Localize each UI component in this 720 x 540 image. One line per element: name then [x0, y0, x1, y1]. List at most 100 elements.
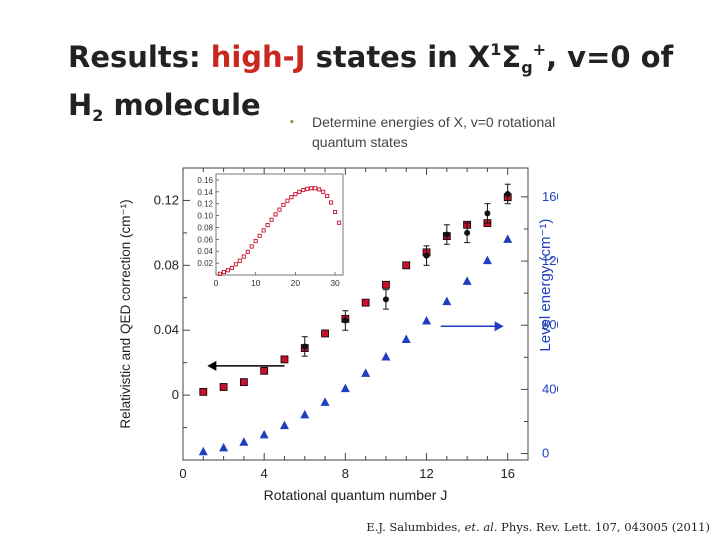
inset-point — [229, 265, 234, 270]
triangle-point — [198, 446, 208, 456]
inset-point — [329, 200, 334, 205]
y-left-tick-label: 0.04 — [154, 322, 179, 337]
circle-point — [382, 296, 389, 303]
y-right-tick-label: 12000 — [542, 253, 558, 268]
inset-y-tick-label: 0.06 — [197, 235, 213, 244]
inset-x-tick-label: 30 — [330, 278, 340, 288]
title-prefix: Results: — [68, 40, 201, 74]
inset-point — [293, 192, 298, 197]
square-point — [239, 378, 248, 387]
citation-authors: E.J. Salumbides, — [366, 520, 461, 534]
title-line2-prefix: H — [68, 88, 93, 122]
circle-point — [423, 252, 430, 259]
triangle-point — [279, 420, 289, 430]
inset-point — [336, 220, 342, 225]
inset-point — [285, 198, 290, 203]
square-point — [280, 355, 289, 364]
x-tick-label: 12 — [419, 466, 433, 481]
triangle-point — [422, 315, 432, 325]
inset-point — [265, 223, 270, 228]
triangle-point — [340, 383, 350, 393]
inset-point — [257, 233, 262, 238]
square-point — [219, 383, 228, 391]
inset-point — [305, 186, 310, 191]
series-experiment-correction — [301, 183, 511, 357]
inset-point — [309, 186, 314, 191]
triangle-point — [381, 352, 391, 361]
title-line2-suffix: molecule — [103, 88, 261, 122]
y-left-tick-label: 0.08 — [154, 257, 179, 272]
triangle-point — [442, 296, 452, 306]
triangle-point — [503, 234, 513, 243]
inset-y-tick-label: 0.08 — [197, 223, 213, 232]
x-tick-label: 16 — [500, 466, 514, 481]
inset-y-tick-label: 0.04 — [197, 247, 213, 256]
y-axis-left-label: Relativistic and QED correction (cm⁻¹) — [118, 199, 133, 428]
inset-point — [313, 186, 318, 191]
square-point — [361, 298, 370, 307]
square-point — [321, 329, 329, 338]
inset-point — [289, 195, 294, 200]
title-line2-sub: 2 — [92, 106, 104, 125]
inset-point — [301, 187, 306, 193]
title-sup-plus: + — [532, 40, 547, 59]
triangle-point — [401, 334, 411, 344]
x-axis-label: Rotational quantum number J — [264, 487, 448, 503]
citation-etal: et. al. — [464, 520, 498, 534]
bullet-text: Determine energies of X, v=0 rotational … — [312, 114, 556, 150]
triangle-point — [482, 255, 492, 265]
y-right-tick-label: 16000 — [542, 189, 558, 204]
inset-point — [277, 207, 282, 212]
series-level-energy — [198, 234, 513, 456]
arrow-right-icon — [494, 321, 504, 332]
square-point — [199, 387, 208, 396]
inset-point — [253, 239, 258, 244]
square-point — [382, 280, 390, 289]
citation-journal: Phys. Rev. Lett. 107, 043005 (2011) — [501, 520, 710, 534]
y-axis-right-label: Level energy (cm⁻¹) — [537, 219, 554, 352]
circle-point — [464, 229, 471, 236]
triangle-point — [462, 276, 472, 285]
triangle-point — [239, 437, 249, 446]
inset-point — [321, 189, 326, 194]
inset-x-tick-label: 20 — [291, 278, 301, 288]
inset-point — [325, 193, 330, 199]
y-left-tick-label: 0.12 — [154, 192, 179, 207]
inset-point — [297, 189, 302, 194]
inset-plot: 0 10 20 30 0.02 0.04 0.06 0.08 0.10 0.12 0.14 0.16 — [197, 173, 344, 288]
inset-point — [225, 268, 230, 273]
inset-point — [237, 258, 242, 263]
triangle-point — [300, 409, 310, 419]
inset-point — [241, 254, 246, 259]
inset-point — [317, 187, 322, 192]
circle-point — [342, 317, 349, 324]
axis-ticks — [183, 168, 528, 460]
inset-point — [269, 217, 274, 222]
inset-y-tick-label: 0.14 — [197, 188, 213, 197]
tick-labels: 0 4 8 12 16 0 0.04 0.08 0.12 0 4000 8000 12000 16000 — [154, 189, 558, 481]
inset-y-tick-label: 0.12 — [197, 200, 213, 209]
inset-point — [281, 202, 286, 207]
chart: 048121600.040.080.120400080001200016000 … — [108, 160, 558, 518]
inset-y-tick-label: 0.02 — [197, 259, 213, 268]
inset-point — [249, 244, 254, 249]
square-point — [402, 261, 411, 270]
triangle-point — [259, 429, 269, 439]
inset-point — [261, 228, 266, 233]
title-sup-1: 1 — [490, 40, 502, 59]
triangle-point — [361, 368, 371, 377]
circle-point — [301, 343, 308, 350]
inset-x-tick-label: 10 — [251, 278, 261, 288]
circle-point — [443, 231, 450, 238]
circle-point — [484, 210, 491, 217]
inset-point — [233, 262, 238, 267]
y-right-tick-label: 0 — [542, 446, 549, 461]
bullet-marker-icon: ▪ — [290, 116, 294, 128]
inset-frame — [215, 173, 344, 276]
title-accent: high-J — [210, 40, 306, 74]
arrow-left-icon — [207, 360, 217, 371]
title-suffix: , v=0 of — [546, 40, 674, 74]
square-point — [260, 366, 269, 375]
inset-point — [273, 212, 278, 217]
inset-y-tick-label: 0.16 — [197, 176, 213, 185]
